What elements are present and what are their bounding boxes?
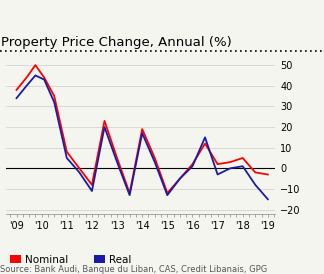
Text: Source: Bank Audi, Banque du Liban, CAS, Credit Libanais, GPG: Source: Bank Audi, Banque du Liban, CAS,…: [0, 265, 267, 274]
Text: Property Price Change, Annual (%): Property Price Change, Annual (%): [1, 36, 232, 50]
Legend: Nominal, Real: Nominal, Real: [6, 250, 135, 269]
